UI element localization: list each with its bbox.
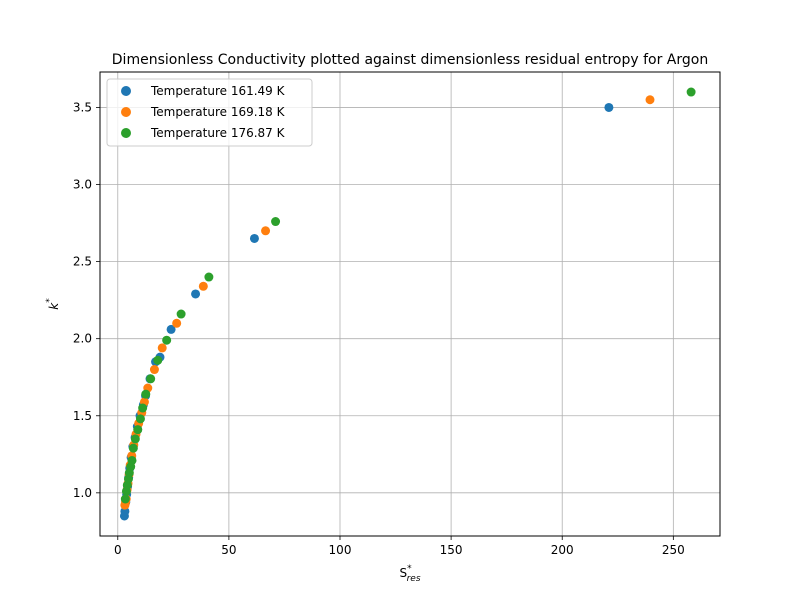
legend-label-176-87k: Temperature 176.87 K: [150, 126, 286, 140]
data-point: [120, 506, 130, 516]
data-point: [127, 455, 137, 465]
grid-lines: [100, 72, 720, 536]
x-tick-label: 200: [551, 543, 574, 557]
y-axis-label-sup: *: [45, 298, 55, 303]
x-tick-label: 50: [221, 543, 236, 557]
axis-ticks: 0 50 100 150 200 250 1.0 1.5 2.0 2.5 3.0 3.5: [73, 100, 685, 557]
plot-frame: [99, 71, 721, 537]
chart-title: Dimensionless Conductivity plotted again…: [112, 52, 708, 68]
data-point: [135, 414, 145, 424]
data-point: [146, 374, 156, 384]
x-tick-label: 250: [662, 543, 685, 557]
data-point: [149, 365, 159, 375]
data-point: [120, 494, 130, 504]
data-point: [138, 403, 148, 413]
x-axis-label: S* res: [399, 564, 420, 584]
legend-box: [106, 78, 313, 147]
legend: Temperature 161.49 K Temperature 169.18 …: [106, 78, 313, 147]
data-point: [130, 434, 140, 444]
data-point: [198, 281, 208, 291]
data-point: [271, 217, 281, 227]
y-tick-label: 3.5: [73, 100, 92, 114]
data-point: [176, 309, 186, 319]
data-point: [686, 87, 696, 97]
data-point: [157, 343, 167, 353]
data-point: [645, 95, 655, 105]
legend-marker-161-49k: [121, 86, 131, 96]
data-points: [119, 87, 696, 521]
x-axis-label-sup: *: [407, 564, 412, 574]
x-tick-label: 150: [440, 543, 463, 557]
data-point: [141, 389, 151, 399]
legend-label-161-49k: Temperature 161.49 K: [150, 84, 286, 98]
x-axis-label-main: S: [399, 566, 407, 580]
data-point: [166, 324, 176, 334]
data-point: [604, 102, 614, 112]
y-tick-label: 2.0: [73, 332, 92, 346]
y-axis-label: k*: [45, 298, 61, 310]
legend-marker-169-18k: [121, 107, 131, 117]
data-point: [172, 318, 182, 328]
x-tick-label: 0: [114, 543, 122, 557]
data-point: [204, 272, 214, 282]
data-point: [153, 355, 163, 365]
data-point: [191, 289, 201, 299]
x-axis-label-sub: res: [407, 574, 421, 584]
y-tick-label: 3.0: [73, 178, 92, 192]
data-point: [133, 425, 143, 435]
data-point: [249, 233, 259, 243]
data-point: [261, 226, 271, 236]
y-tick-label: 1.5: [73, 409, 92, 423]
y-tick-label: 2.5: [73, 255, 92, 269]
legend-label-169-18k: Temperature 169.18 K: [150, 105, 286, 119]
data-point: [128, 443, 138, 453]
data-point: [162, 335, 172, 345]
y-axis-label-main: k: [47, 302, 61, 310]
legend-marker-176-87k: [121, 128, 131, 138]
y-tick-label: 1.0: [73, 486, 92, 500]
x-tick-label: 100: [329, 543, 352, 557]
